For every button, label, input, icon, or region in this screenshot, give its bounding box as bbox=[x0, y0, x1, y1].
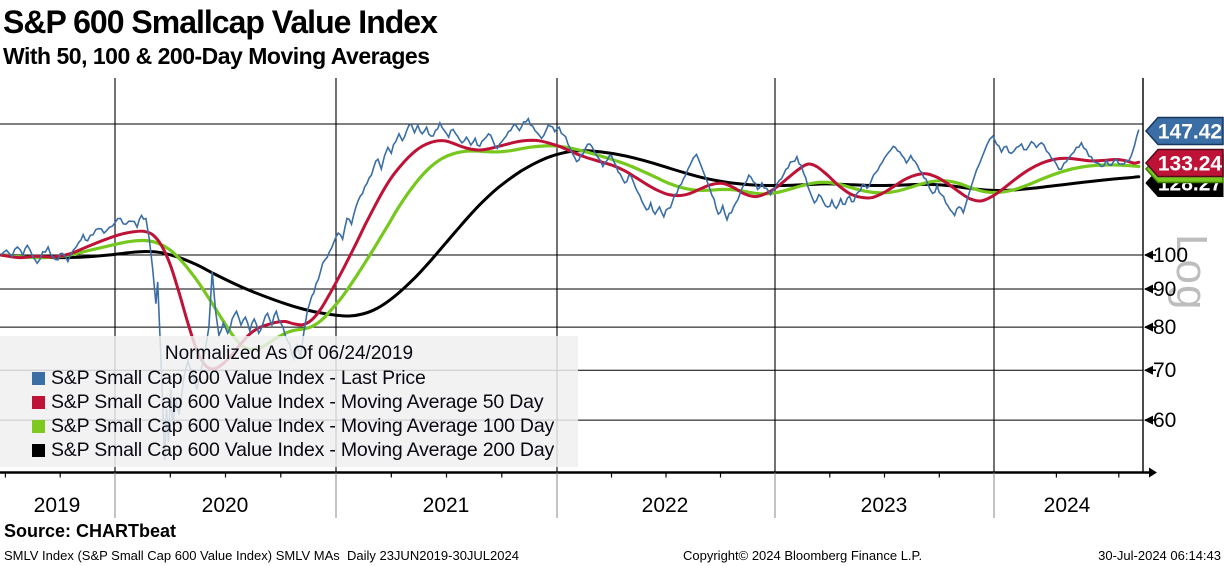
y-tick-label-90: 90 bbox=[1153, 278, 1177, 301]
price-flag-ma50-value: 133.24 bbox=[1158, 153, 1223, 176]
y-tick-arrow-icon bbox=[1144, 322, 1153, 332]
price-flag-last-price-value: 147.42 bbox=[1158, 121, 1222, 144]
chart-meta-text: SMLV Index (S&P Small Cap 600 Value Inde… bbox=[4, 548, 519, 563]
legend-item-ma100: S&P Small Cap 600 Value Index - Moving A… bbox=[32, 414, 555, 437]
y-tick-arrow-icon bbox=[1144, 250, 1153, 260]
y-tick-label-80: 80 bbox=[1153, 316, 1177, 339]
y-tick-label-60: 60 bbox=[1153, 409, 1177, 432]
y-tick-arrow-icon bbox=[1144, 415, 1153, 425]
price-flag-last-price bbox=[1144, 116, 1224, 146]
last-price-swatch-icon bbox=[32, 371, 45, 385]
x-year-label-2019: 2019 bbox=[33, 494, 81, 517]
copyright-text: Copyright© 2024 Bloomberg Finance L.P. bbox=[683, 548, 923, 563]
page-title: S&P 600 Smallcap Value Index bbox=[3, 4, 438, 40]
ma50-swatch-icon bbox=[32, 395, 45, 409]
page-subtitle: With 50, 100 & 200-Day Moving Averages bbox=[3, 43, 430, 69]
y-tick-arrow-icon bbox=[1144, 284, 1153, 294]
series-line-ma200 bbox=[0, 149, 1141, 318]
x-year-label-2020: 2020 bbox=[201, 494, 249, 517]
axes bbox=[0, 78, 1157, 518]
y-tick-label-70: 70 bbox=[1153, 359, 1177, 382]
legend-item-label: S&P Small Cap 600 Value Index - Moving A… bbox=[51, 390, 544, 413]
y-tick-arrow-icon bbox=[1144, 365, 1153, 375]
series-line-ma100 bbox=[0, 144, 1141, 352]
legend-item-ma200: S&P Small Cap 600 Value Index - Moving A… bbox=[32, 438, 555, 461]
ma200-swatch-icon bbox=[32, 443, 45, 457]
x-axis-arrow-icon bbox=[1149, 467, 1157, 478]
legend-normalized-header: Normalized As Of 06/24/2019 bbox=[164, 343, 414, 364]
y-tick-label-100: 100 bbox=[1153, 244, 1189, 267]
timestamp-text: 30-Jul-2024 06:14:43 bbox=[1098, 548, 1221, 563]
legend-item-label: S&P Small Cap 600 Value Index - Moving A… bbox=[51, 414, 555, 437]
x-year-label-2024: 2024 bbox=[1043, 494, 1091, 517]
legend-item-ma50: S&P Small Cap 600 Value Index - Moving A… bbox=[32, 390, 544, 413]
x-year-label-2023: 2023 bbox=[860, 494, 908, 517]
price-flag-ma50 bbox=[1144, 148, 1224, 178]
source-label: Source: CHARTbeat bbox=[4, 521, 177, 541]
x-year-label-2022: 2022 bbox=[641, 494, 689, 517]
price-flags: 128.27 133.24 147.42 bbox=[1144, 116, 1224, 197]
legend-item-label: S&P Small Cap 600 Value Index - Last Pri… bbox=[51, 366, 426, 389]
x-year-label-2021: 2021 bbox=[422, 494, 470, 517]
legend-item-last-price: S&P Small Cap 600 Value Index - Last Pri… bbox=[32, 366, 426, 389]
ma100-swatch-icon bbox=[32, 419, 45, 433]
legend-item-label: S&P Small Cap 600 Value Index - Moving A… bbox=[51, 438, 555, 461]
legend-box: Normalized As Of 06/24/2019 S&P Small Ca… bbox=[0, 336, 578, 467]
